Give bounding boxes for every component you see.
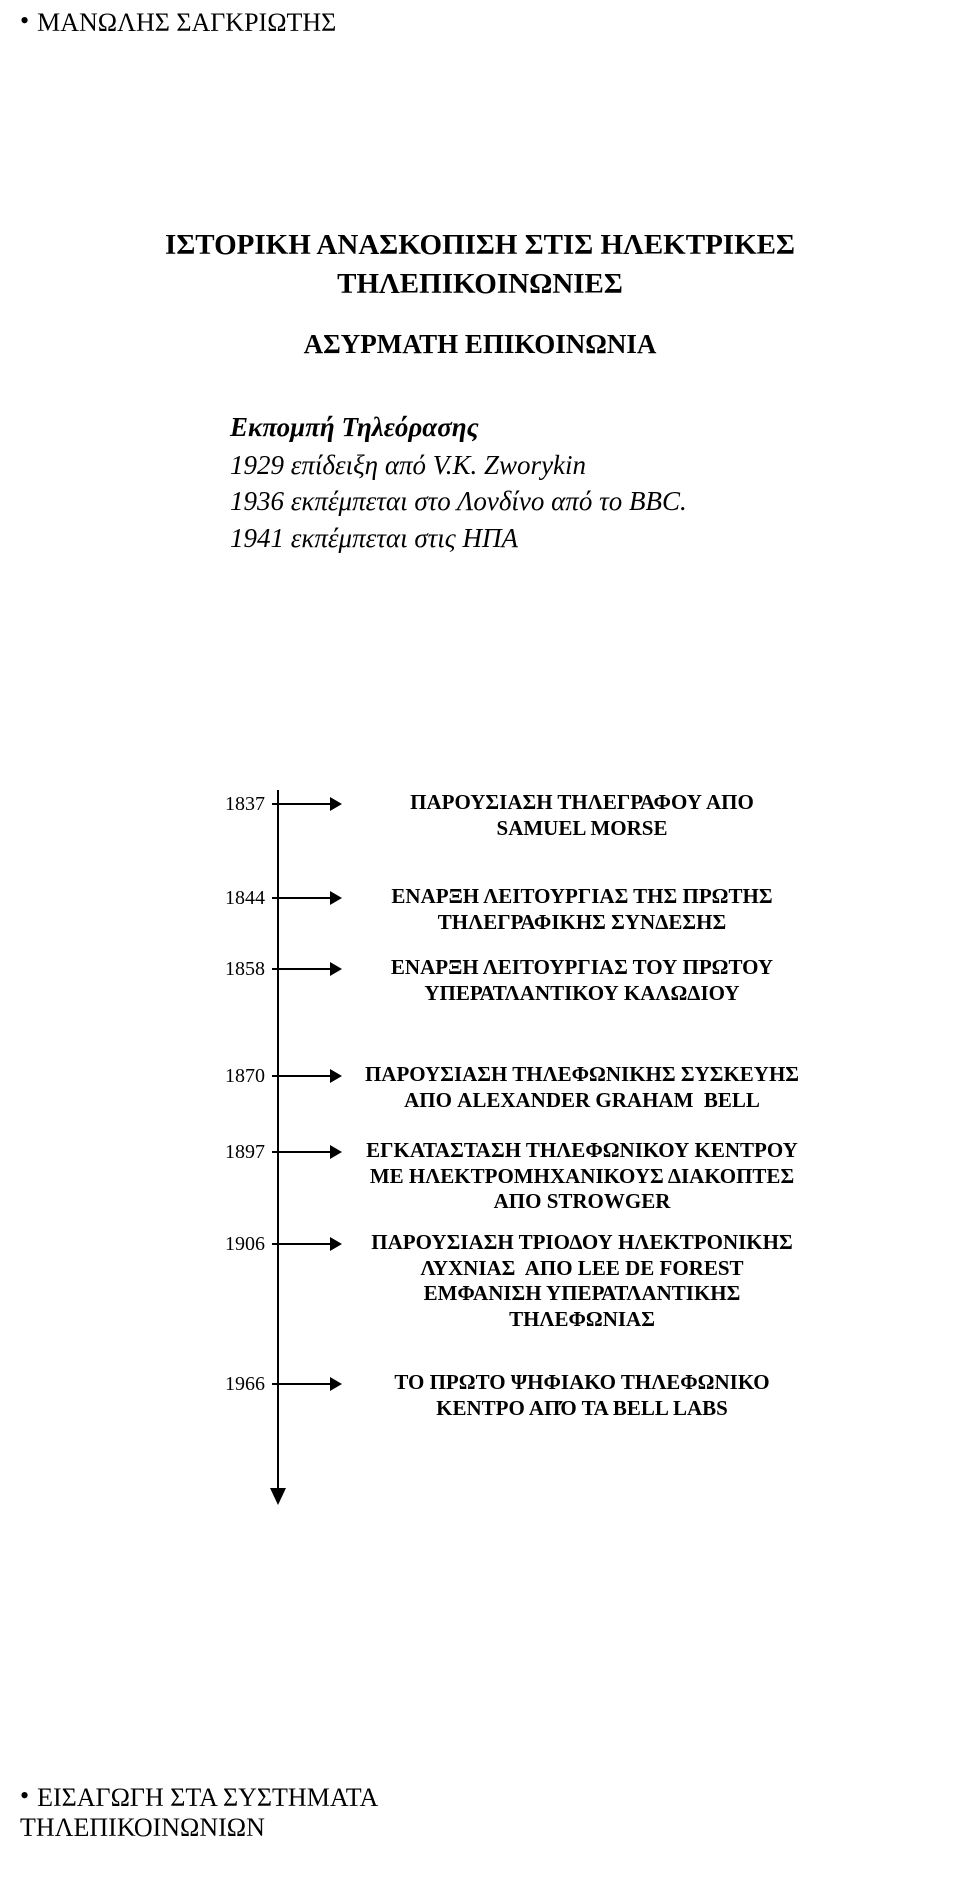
event-label-line: ΤΟ ΠΡΩΤΟ ΨΗΦΙΑΚΟ ΤΗΛΕΦΩΝΙΚΟ	[394, 1370, 769, 1396]
footer-line1: ΕΙΣΑΓΩΓΗ ΣΤΑ ΣΥΣΤΗΜΑΤΑ	[37, 1783, 378, 1813]
event-label: ΠΑΡΟΥΣΙΑΣΗ ΤΗΛΕΓΡΑΦΟΥ ΑΠΟSAMUEL MORSE	[347, 790, 817, 841]
event-label-line: ΠΑΡΟΥΣΙΑΣΗ ΤΡΙΟΔΟΥ ΗΛΕΚΤΡΟΝΙΚΗΣ	[371, 1230, 792, 1256]
arrow-down-icon	[270, 1488, 286, 1505]
event-year: 1897	[205, 1141, 265, 1164]
event-label: ΕΝΑΡΞΗ ΛΕΙΤΟΥΡΓΙΑΣ ΤΗΣ ΠΡΩΤΗΣΤΗΛΕΓΡΑΦΙΚΗ…	[347, 884, 817, 935]
event-tick	[272, 1075, 284, 1077]
title-line1: ΙΣΤΟΡΙΚΗ ΑΝΑΣΚΟΠΙΣΗ ΣΤΙΣ ΗΛΕΚΤΡΙΚΕΣ	[0, 226, 960, 265]
event-tick	[272, 968, 284, 970]
page-header: • ΜΑΝΩΛΗΣ ΣΑΓΚΡΙΩΤΗΣ	[20, 8, 336, 38]
arrow-right-icon	[284, 1233, 342, 1255]
event-label-line: ΕΝΑΡΞΗ ΛΕΙΤΟΥΡΓΙΑΣ ΤΗΣ ΠΡΩΤΗΣ	[391, 884, 772, 910]
event-tick	[272, 1151, 284, 1153]
event-label-line: ΑΠΟ STROWGER	[494, 1189, 671, 1215]
event-label-line: SAMUEL MORSE	[497, 816, 668, 842]
event-tick	[272, 1243, 284, 1245]
event-label-line: ΕΝΑΡΞΗ ΛΕΙΤΟΥΡΓΙΑΣ ΤΟΥ ΠΡΩΤΟΥ	[391, 955, 773, 981]
event-tick	[272, 897, 284, 899]
event-label-line: ΜΕ ΗΛΕΚΤΡΟΜΗΧΑΝΙΚΟΥΣ ΔΙΑΚΟΠΤΕΣ	[370, 1164, 794, 1190]
bullet-icon: •	[20, 8, 29, 34]
arrow-right-icon	[284, 793, 342, 815]
arrow-right-icon	[284, 887, 342, 909]
event-label-line: ΠΑΡΟΥΣΙΑΣΗ ΤΗΛΕΓΡΑΦΟΥ ΑΠΟ	[410, 790, 754, 816]
arrow-right-icon	[284, 1141, 342, 1163]
footer-line2: ΤΗΛΕΠΙΚΟΙΝΩΝΙΩΝ	[20, 1813, 378, 1843]
content-line-1: 1936 εκπέμπεται στο Λονδίνο από το BBC.	[230, 483, 830, 519]
event-label: ΠΑΡΟΥΣΙΑΣΗ ΤΡΙΟΔΟΥ ΗΛΕΚΤΡΟΝΙΚΗΣΛΥΧΝΙΑΣ Α…	[347, 1230, 817, 1332]
content-line-0: 1929 επίδειξη από V.K. Zworykin	[230, 447, 830, 483]
event-label-line: ΕΜΦΑΝΙΣΗ ΥΠΕΡΑΤΛΑΝΤΙΚΗΣ	[424, 1281, 741, 1307]
arrow-right-icon	[284, 1373, 342, 1395]
event-label-line: ΛΥΧΝΙΑΣ ΑΠΟ LEE DE FOREST	[420, 1256, 743, 1282]
event-label-line: ΠΑΡΟΥΣΙΑΣΗ ΤΗΛΕΦΩΝΙΚΗΣ ΣΥΣΚΕΥΗΣ	[365, 1062, 799, 1088]
timeline-axis	[277, 790, 279, 1495]
event-label: ΕΓΚΑΤΑΣΤΑΣΗ ΤΗΛΕΦΩΝΙΚΟΥ ΚΕΝΤΡΟΥΜΕ ΗΛΕΚΤΡ…	[347, 1138, 817, 1215]
event-label: ΤΟ ΠΡΩΤΟ ΨΗΦΙΑΚΟ ΤΗΛΕΦΩΝΙΚΟΚΕΝΤΡΟ ΑΠΌ ΤΑ…	[347, 1370, 817, 1421]
timeline-diagram: 1837 ΠΑΡΟΥΣΙΑΣΗ ΤΗΛΕΓΡΑΦΟΥ ΑΠΟSAMUEL MORS…	[205, 790, 855, 1510]
author-name: ΜΑΝΩΛΗΣ ΣΑΓΚΡΙΩΤΗΣ	[37, 8, 336, 38]
event-label-line: ΤΗΛΕΓΡΑΦΙΚΗΣ ΣΥΝΔΕΣΗΣ	[438, 910, 726, 936]
event-year: 1837	[205, 793, 265, 816]
event-label: ΠΑΡΟΥΣΙΑΣΗ ΤΗΛΕΦΩΝΙΚΗΣ ΣΥΣΚΕΥΗΣΑΠΟ ALEXA…	[347, 1062, 817, 1113]
event-label-line: ΤΗΛΕΦΩΝΙΑΣ	[509, 1307, 655, 1333]
title-block: ΙΣΤΟΡΙΚΗ ΑΝΑΣΚΟΠΙΣΗ ΣΤΙΣ ΗΛΕΚΤΡΙΚΕΣ ΤΗΛΕ…	[0, 226, 960, 304]
event-label-line: ΑΠΟ ALEXANDER GRAHAM BELL	[404, 1088, 760, 1114]
event-year: 1966	[205, 1373, 265, 1396]
subtitle: ΑΣΥΡΜΑΤΗ ΕΠΙΚΟΙΝΩΝΙΑ	[0, 329, 960, 360]
content-block: Εκπομπή Τηλεόρασης 1929 επίδειξη από V.K…	[230, 412, 830, 556]
event-year: 1870	[205, 1065, 265, 1088]
event-year: 1858	[205, 958, 265, 981]
title-line2: ΤΗΛΕΠΙΚΟΙΝΩΝΙΕΣ	[0, 265, 960, 304]
content-heading: Εκπομπή Τηλεόρασης	[230, 412, 830, 443]
page-footer: • ΕΙΣΑΓΩΓΗ ΣΤΑ ΣΥΣΤΗΜΑΤΑ ΤΗΛΕΠΙΚΟΙΝΩΝΙΩΝ	[20, 1783, 378, 1843]
event-year: 1906	[205, 1233, 265, 1256]
subtitle-block: ΑΣΥΡΜΑΤΗ ΕΠΙΚΟΙΝΩΝΙΑ	[0, 329, 960, 360]
event-year: 1844	[205, 887, 265, 910]
content-line-2: 1941 εκπέμπεται στις ΗΠΑ	[230, 520, 830, 556]
arrow-right-icon	[284, 958, 342, 980]
event-tick	[272, 1383, 284, 1385]
event-label-line: ΕΓΚΑΤΑΣΤΑΣΗ ΤΗΛΕΦΩΝΙΚΟΥ ΚΕΝΤΡΟΥ	[366, 1138, 798, 1164]
event-tick	[272, 803, 284, 805]
event-label-line: ΚΕΝΤΡΟ ΑΠΌ ΤΑ BELL LABS	[436, 1396, 728, 1422]
event-label: ΕΝΑΡΞΗ ΛΕΙΤΟΥΡΓΙΑΣ ΤΟΥ ΠΡΩΤΟΥΥΠΕΡΑΤΛΑΝΤΙ…	[347, 955, 817, 1006]
bullet-icon: •	[20, 1783, 29, 1809]
arrow-right-icon	[284, 1065, 342, 1087]
event-label-line: ΥΠΕΡΑΤΛΑΝΤΙΚΟΥ ΚΑΛΩΔΙΟΥ	[424, 981, 739, 1007]
